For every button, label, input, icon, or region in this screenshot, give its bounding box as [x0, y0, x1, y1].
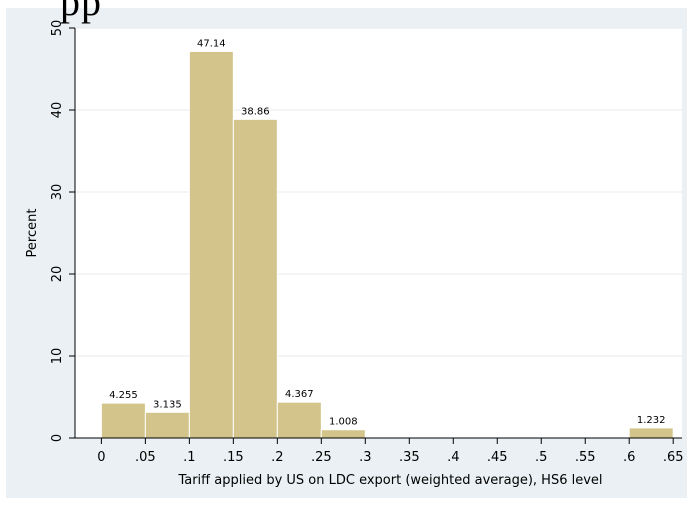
x-tick-label: .35	[399, 450, 420, 465]
histogram-bar	[320, 429, 366, 439]
y-tick-label: 10	[50, 348, 65, 365]
bar-value-label: 3.135	[153, 399, 182, 410]
bars	[100, 50, 674, 439]
y-tick-label: 0	[50, 434, 65, 442]
x-tick-label: .3	[359, 450, 371, 465]
y-axis-ticks: 0 10 20 30 40 50	[50, 20, 75, 442]
x-tick-label: .65	[663, 450, 684, 465]
cut-off-heading-text: pp	[60, 0, 102, 24]
x-tick-label: .1	[183, 450, 195, 465]
plot-area	[75, 28, 682, 438]
histogram-bar	[628, 427, 674, 439]
bar-value-label: 1.008	[329, 417, 358, 428]
gridlines	[75, 27, 682, 357]
histogram-bar	[100, 402, 146, 439]
x-axis-label: Tariff applied by US on LDC export (weig…	[177, 473, 602, 488]
x-tick-label: .6	[623, 450, 635, 465]
x-tick-label: .5	[535, 450, 547, 465]
y-tick-label: 30	[50, 184, 65, 201]
bar-value-label: 1.232	[637, 415, 666, 426]
bar-value-labels: 4.255 3.135 47.14 38.86 4.367 1.008 1.232	[109, 38, 665, 427]
bar-value-label: 4.367	[285, 389, 314, 400]
bar-value-label: 4.255	[109, 390, 138, 401]
x-tick-label: .05	[135, 450, 156, 465]
bar-value-label: 38.86	[241, 106, 270, 117]
x-tick-label: .55	[575, 450, 596, 465]
x-tick-label: .45	[487, 450, 508, 465]
x-axis-ticks: 0 .05 .1 .15 .2 .25 .3 .35 .4 .45 .5 .55 .6 .65	[97, 438, 684, 465]
y-tick-label: 20	[50, 266, 65, 283]
x-tick-label: 0	[97, 450, 105, 465]
y-axis-label: Percent	[25, 209, 40, 258]
x-tick-label: .4	[447, 450, 459, 465]
histogram-bar	[276, 401, 322, 439]
y-tick-label: 40	[50, 102, 65, 119]
x-tick-label: .2	[271, 450, 283, 465]
x-tick-label: .25	[311, 450, 332, 465]
y-tick-label: 50	[50, 20, 65, 37]
histogram-bar	[144, 411, 190, 439]
histogram-bar	[232, 118, 278, 439]
x-tick-label: .15	[223, 450, 244, 465]
histogram-bar	[188, 50, 234, 439]
bar-value-label: 47.14	[197, 38, 226, 49]
